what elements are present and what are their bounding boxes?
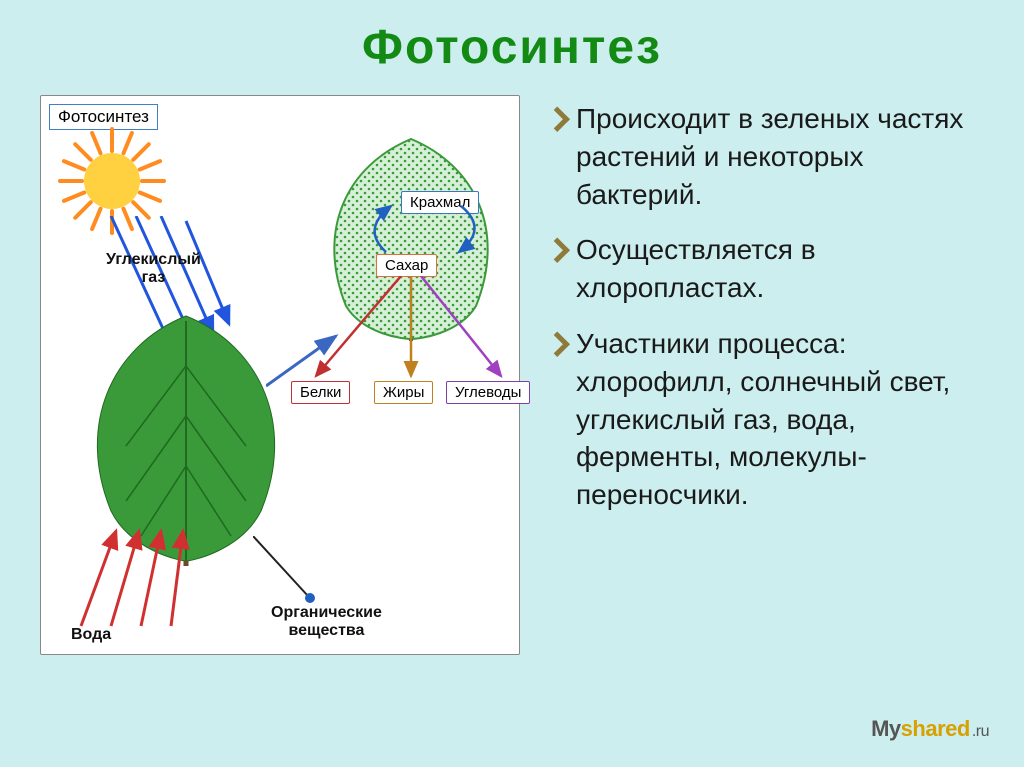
label-co2: Углекислыйгаз: [106, 251, 201, 286]
bullet-list: Происходит в зеленых частях растений и н…: [540, 100, 984, 514]
watermark-my: My: [871, 716, 901, 741]
list-item: Происходит в зеленых частях растений и н…: [540, 100, 984, 213]
bullet-panel: Происходит в зеленых частях растений и н…: [540, 95, 984, 655]
box-carbs: Углеводы: [446, 381, 530, 404]
leaf-small-icon: [311, 131, 511, 341]
content-row: Фотосинтез Углекислыйгаз: [10, 75, 1014, 675]
slide: Фотосинтез Фотосинтез Углекислыйгаз: [10, 10, 1014, 757]
box-fats: Жиры: [374, 381, 433, 404]
label-co2-l1: Углекислыйгаз: [106, 251, 201, 286]
sun-icon: [57, 126, 167, 236]
watermark: Myshared.ru: [871, 716, 989, 742]
label-water: Вода: [71, 626, 111, 644]
page-title: Фотосинтез: [10, 10, 1014, 75]
diagram-panel: Фотосинтез Углекислыйгаз: [40, 95, 520, 655]
list-item: Участники процесса: хлорофилл, солнечный…: [540, 325, 984, 514]
bullet-text: Осуществляется в хлоропластах.: [576, 231, 984, 307]
chevron-right-icon: [545, 331, 570, 356]
watermark-shared: shared: [901, 716, 970, 741]
watermark-ru: .ru: [972, 723, 989, 740]
list-item: Осуществляется в хлоропластах.: [540, 231, 984, 307]
chevron-right-icon: [545, 107, 570, 132]
bullet-text: Происходит в зеленых частях растений и н…: [576, 100, 984, 213]
label-organic: Органическиевещества: [271, 604, 382, 639]
box-proteins: Белки: [291, 381, 350, 404]
chevron-right-icon: [545, 238, 570, 263]
box-starch: Крахмал: [401, 191, 479, 214]
box-sugar: Сахар: [376, 254, 437, 277]
bullet-text: Участники процесса: хлорофилл, солнечный…: [576, 325, 984, 514]
leaf-main-icon: [71, 306, 301, 566]
